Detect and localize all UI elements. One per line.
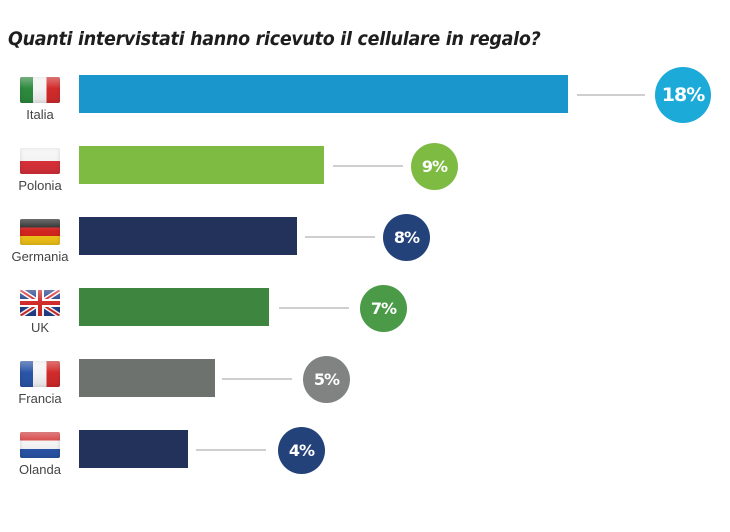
value-bubble-germania: 8% xyxy=(383,214,430,261)
connector-line xyxy=(577,94,645,96)
value-bubble-olanda: 4% xyxy=(278,427,325,474)
france-flag-icon xyxy=(20,361,60,387)
germany-flag-icon xyxy=(20,219,60,245)
value-bubble-uk: 7% xyxy=(360,285,407,332)
poland-flag-icon xyxy=(20,148,60,174)
uk-flag-icon xyxy=(20,290,60,316)
country-label: Francia xyxy=(18,391,62,406)
netherlands-flag-icon xyxy=(20,432,60,458)
chart-row-francia: Francia 5% xyxy=(0,356,730,419)
country-label: Germania xyxy=(11,249,69,264)
chart-row-polonia: Polonia 9% xyxy=(0,143,730,206)
chart-row-italia: Italia 18% xyxy=(0,67,730,135)
connector-line xyxy=(222,378,292,380)
country-label: UK xyxy=(30,320,50,335)
bar-olanda xyxy=(79,430,188,468)
value-bubble-polonia: 9% xyxy=(411,143,458,190)
connector-line xyxy=(333,165,403,167)
chart-row-germania: Germania 8% xyxy=(0,214,730,277)
chart-row-uk: UK 7% xyxy=(0,285,730,348)
connector-line xyxy=(305,236,375,238)
chart-title: Quanti intervistati hanno ricevuto il ce… xyxy=(8,28,541,50)
bar-italia xyxy=(79,75,568,113)
italy-flag-icon xyxy=(20,77,60,103)
bar-germania xyxy=(79,217,297,255)
value-bubble-francia: 5% xyxy=(303,356,350,403)
connector-line xyxy=(279,307,349,309)
country-label: Italia xyxy=(26,107,54,122)
value-bubble-italia: 18% xyxy=(655,67,711,123)
connector-line xyxy=(196,449,266,451)
bar-francia xyxy=(79,359,215,397)
bar-uk xyxy=(79,288,269,326)
country-label: Polonia xyxy=(18,178,62,193)
bar-polonia xyxy=(79,146,324,184)
country-label: Olanda xyxy=(19,462,61,477)
chart-row-olanda: Olanda 4% xyxy=(0,427,730,490)
